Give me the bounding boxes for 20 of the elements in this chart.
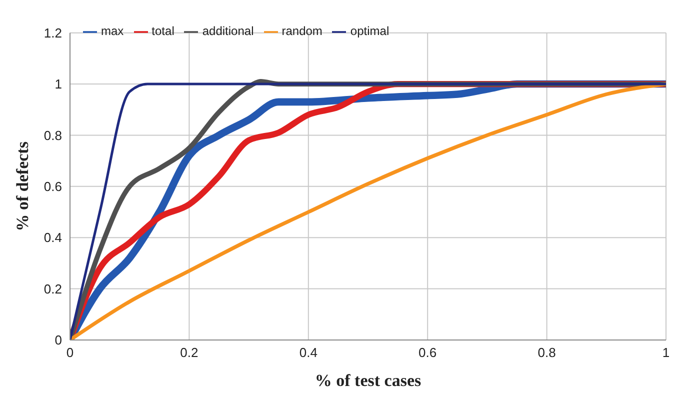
y-tick-label: 0.2 (44, 281, 62, 296)
x-tick-label: 0.8 (538, 345, 556, 360)
y-axis-title: % of defects (13, 141, 32, 232)
x-tick-label: 0.6 (418, 345, 437, 360)
y-tick-label: 0.8 (44, 128, 62, 143)
y-tick-label: 0.4 (44, 230, 62, 246)
y-tick-label: 1.2 (44, 25, 62, 40)
x-tick-label: 0.2 (180, 345, 198, 360)
x-axis-title: % of test cases (314, 371, 422, 390)
x-tick-label: 0 (66, 345, 74, 360)
x-tick-label: 1 (662, 345, 670, 360)
legend-label: max (101, 24, 124, 38)
legend-label: total (152, 24, 174, 38)
legend-label: optimal (350, 24, 390, 38)
y-tick-label: 0 (54, 332, 62, 348)
y-tick-label: 1 (54, 76, 62, 92)
legend-label: additional (202, 24, 254, 38)
legend-label: random (282, 24, 322, 38)
y-tick-label: 0.6 (44, 179, 62, 194)
x-tick-label: 0.4 (299, 345, 318, 360)
